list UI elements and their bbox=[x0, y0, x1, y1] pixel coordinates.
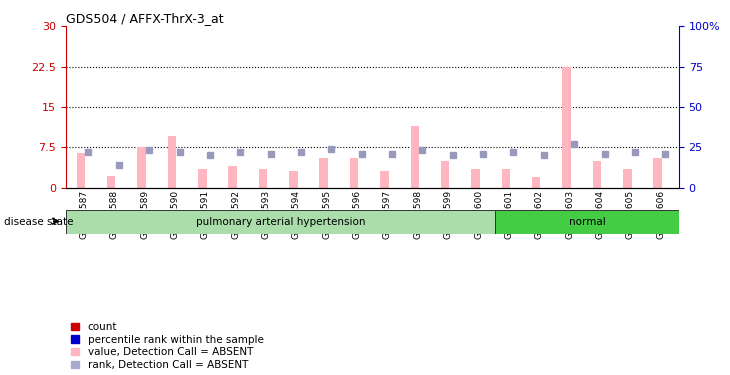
Text: normal: normal bbox=[569, 217, 605, 227]
Text: GDS504 / AFFX-ThrX-3_at: GDS504 / AFFX-ThrX-3_at bbox=[66, 12, 223, 25]
Bar bbox=[107, 176, 115, 188]
Bar bbox=[137, 147, 146, 188]
Bar bbox=[502, 169, 510, 188]
Bar bbox=[410, 126, 419, 188]
Bar bbox=[653, 158, 662, 188]
Bar bbox=[472, 169, 480, 188]
Bar bbox=[532, 177, 540, 188]
Text: pulmonary arterial hypertension: pulmonary arterial hypertension bbox=[196, 217, 365, 227]
Bar bbox=[66, 210, 495, 234]
Bar bbox=[289, 171, 298, 188]
Bar bbox=[168, 136, 176, 188]
Bar bbox=[562, 67, 571, 188]
Bar bbox=[258, 169, 267, 188]
Bar bbox=[441, 160, 450, 188]
Bar bbox=[228, 166, 237, 188]
Bar bbox=[77, 153, 85, 188]
Legend: count, percentile rank within the sample, value, Detection Call = ABSENT, rank, : count, percentile rank within the sample… bbox=[71, 322, 264, 370]
Bar bbox=[198, 169, 207, 188]
Text: disease state: disease state bbox=[4, 217, 73, 227]
Bar bbox=[350, 158, 358, 188]
Bar bbox=[380, 171, 388, 188]
Bar bbox=[623, 169, 631, 188]
Bar bbox=[320, 158, 328, 188]
Bar bbox=[593, 160, 602, 188]
Bar bbox=[495, 210, 679, 234]
